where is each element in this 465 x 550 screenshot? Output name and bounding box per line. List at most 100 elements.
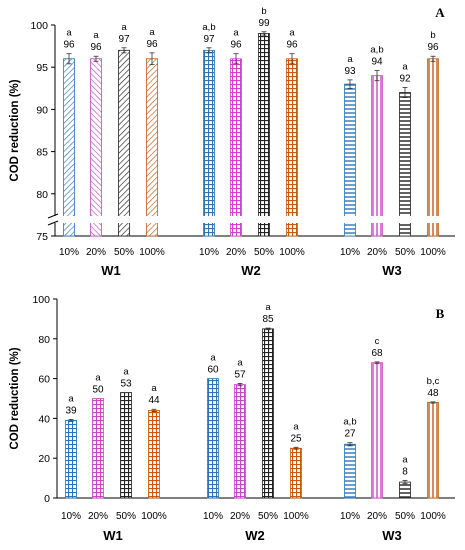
bar xyxy=(344,443,356,499)
x-tick-label: 100% xyxy=(279,247,305,258)
bar xyxy=(371,362,383,499)
significance-label: a xyxy=(151,383,157,394)
y-axis-label: COD reduction (%) xyxy=(9,79,21,181)
significance-label: b xyxy=(430,30,435,41)
x-tick-label: 10% xyxy=(203,511,223,522)
data-label: 96 xyxy=(63,40,75,51)
group-label: W1 xyxy=(103,528,123,543)
y-tick-label: 80 xyxy=(38,334,50,346)
data-label: 39 xyxy=(65,405,77,416)
significance-label: a xyxy=(237,357,243,368)
y-tick-label: 95 xyxy=(36,62,48,74)
significance-label: c xyxy=(375,336,380,347)
significance-label: a xyxy=(123,367,129,378)
data-label: 97 xyxy=(118,34,130,45)
group-label: W2 xyxy=(245,528,265,543)
data-label: 57 xyxy=(234,369,246,380)
data-label: 99 xyxy=(258,18,270,29)
significance-label: a xyxy=(402,61,408,72)
data-label: 25 xyxy=(290,433,302,444)
x-tick-label: 50% xyxy=(258,511,278,522)
x-tick-label: 50% xyxy=(395,247,415,258)
y-tick-label: 80 xyxy=(36,189,48,201)
x-tick-label: 10% xyxy=(61,511,81,522)
bar xyxy=(203,49,215,237)
data-label: 92 xyxy=(399,73,411,84)
significance-label: a,b xyxy=(202,22,215,33)
data-label: 97 xyxy=(203,34,215,45)
group-label: W1 xyxy=(101,263,121,278)
significance-label: a xyxy=(66,28,72,39)
panel-label: B xyxy=(436,306,445,321)
data-label: 96 xyxy=(146,39,158,50)
data-label: 93 xyxy=(344,66,356,77)
bar xyxy=(427,402,439,499)
x-tick-label: 50% xyxy=(254,247,274,258)
x-tick-label: 100% xyxy=(141,511,167,522)
significance-label: a xyxy=(233,28,239,39)
x-tick-label: 20% xyxy=(86,247,106,258)
data-label: 96 xyxy=(90,42,102,53)
bar xyxy=(399,92,411,237)
data-label: 60 xyxy=(207,365,219,376)
x-tick-label: 20% xyxy=(88,511,108,522)
significance-label: a,b xyxy=(343,417,356,428)
significance-label: a xyxy=(289,28,295,39)
data-label: 44 xyxy=(148,395,160,406)
bar xyxy=(290,447,302,499)
panel-label: A xyxy=(435,5,445,20)
significance-label: b,c xyxy=(427,376,440,387)
y-tick-label: 60 xyxy=(38,374,50,386)
y-tick-label: 100 xyxy=(30,20,48,32)
data-label: 68 xyxy=(371,348,383,359)
significance-label: a xyxy=(95,373,101,384)
bar xyxy=(371,75,383,237)
x-tick-label: 100% xyxy=(283,511,309,522)
significance-label: a,b xyxy=(370,45,383,56)
data-label: 48 xyxy=(427,388,439,399)
y-tick-label: 40 xyxy=(38,413,50,425)
y-tick-label: 90 xyxy=(36,104,48,116)
x-tick-label: 50% xyxy=(116,511,136,522)
data-label: 96 xyxy=(230,40,242,51)
significance-label: a xyxy=(93,30,99,41)
y-tick-label: 75 xyxy=(36,231,48,243)
significance-label: a xyxy=(293,421,299,432)
x-tick-label: 100% xyxy=(420,511,446,522)
bar xyxy=(344,83,356,237)
y-axis-label: COD reduction (%) xyxy=(9,347,21,449)
bar xyxy=(120,392,132,499)
bar xyxy=(262,328,274,499)
y-tick-label: 85 xyxy=(36,147,48,159)
bar xyxy=(148,410,160,499)
axis-break xyxy=(49,216,455,223)
y-tick-label: 0 xyxy=(44,493,50,505)
bar xyxy=(90,58,102,237)
x-tick-label: 50% xyxy=(114,247,134,258)
bar xyxy=(286,58,298,237)
data-label: 8 xyxy=(402,466,408,477)
bar xyxy=(207,378,219,499)
axis-break-mark xyxy=(47,220,59,226)
significance-label: a xyxy=(402,454,408,465)
y-tick-label: 100 xyxy=(32,294,50,306)
x-tick-label: 100% xyxy=(420,247,446,258)
x-tick-label: 20% xyxy=(230,511,250,522)
bar xyxy=(258,33,270,237)
data-label: 27 xyxy=(344,429,356,440)
bar xyxy=(234,384,246,499)
bar xyxy=(427,58,439,237)
data-label: 53 xyxy=(120,379,132,390)
bar xyxy=(65,419,77,499)
axis-break-mark xyxy=(47,213,59,219)
bar xyxy=(118,49,130,237)
x-tick-label: 100% xyxy=(139,247,165,258)
group-label: W3 xyxy=(382,263,402,278)
data-label: 96 xyxy=(427,42,439,53)
significance-label: b xyxy=(261,6,266,17)
significance-label: a xyxy=(210,353,216,364)
bar xyxy=(230,58,242,237)
